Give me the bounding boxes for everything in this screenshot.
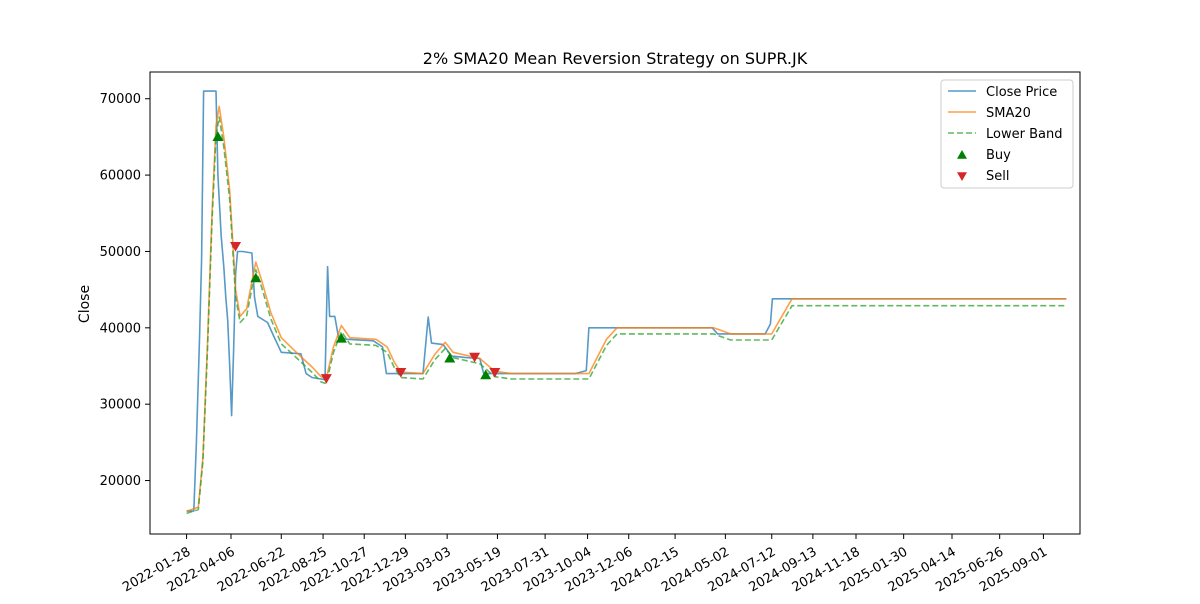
legend-swatch-buy	[957, 150, 967, 159]
plot-inner	[186, 90, 1067, 515]
buy-marker	[444, 352, 456, 363]
y-tick-label: 30000	[100, 398, 141, 413]
sell-marker	[320, 374, 332, 384]
series-line-sma20	[186, 105, 1067, 512]
buy-marker	[480, 369, 492, 380]
legend-swatch-sell	[957, 172, 967, 181]
legend-label-close-price: Close Price	[986, 85, 1057, 100]
y-tick-label: 40000	[100, 321, 141, 336]
y-tick-label: 50000	[100, 245, 141, 260]
series-line-lower-band	[186, 116, 1067, 515]
y-tick-label: 20000	[100, 474, 141, 489]
legend: Close Price SMA20 Lower Band Buy Sell	[940, 79, 1074, 189]
legend-label-sma20: SMA20	[986, 106, 1031, 121]
legend-box	[940, 79, 1074, 189]
y-tick-label: 70000	[100, 92, 141, 107]
sell-marker	[230, 241, 242, 252]
legend-label-lower-band: Lower Band	[986, 127, 1062, 142]
axes-frame	[149, 71, 1081, 535]
y-axis-label: Close	[77, 285, 93, 323]
buy-marker	[212, 131, 224, 142]
chart-title: 2% SMA20 Mean Reversion Strategy on SUPR…	[423, 49, 808, 68]
buy-marker	[250, 272, 262, 283]
sell-marker	[469, 352, 481, 363]
buy-marker	[335, 333, 347, 343]
y-tick-label: 60000	[100, 169, 141, 184]
legend-label-buy: Buy	[986, 148, 1011, 163]
plot-area	[186, 90, 1067, 515]
sell-marker	[395, 367, 407, 378]
legend-label-sell: Sell	[986, 169, 1009, 184]
sell-marker	[489, 367, 501, 378]
